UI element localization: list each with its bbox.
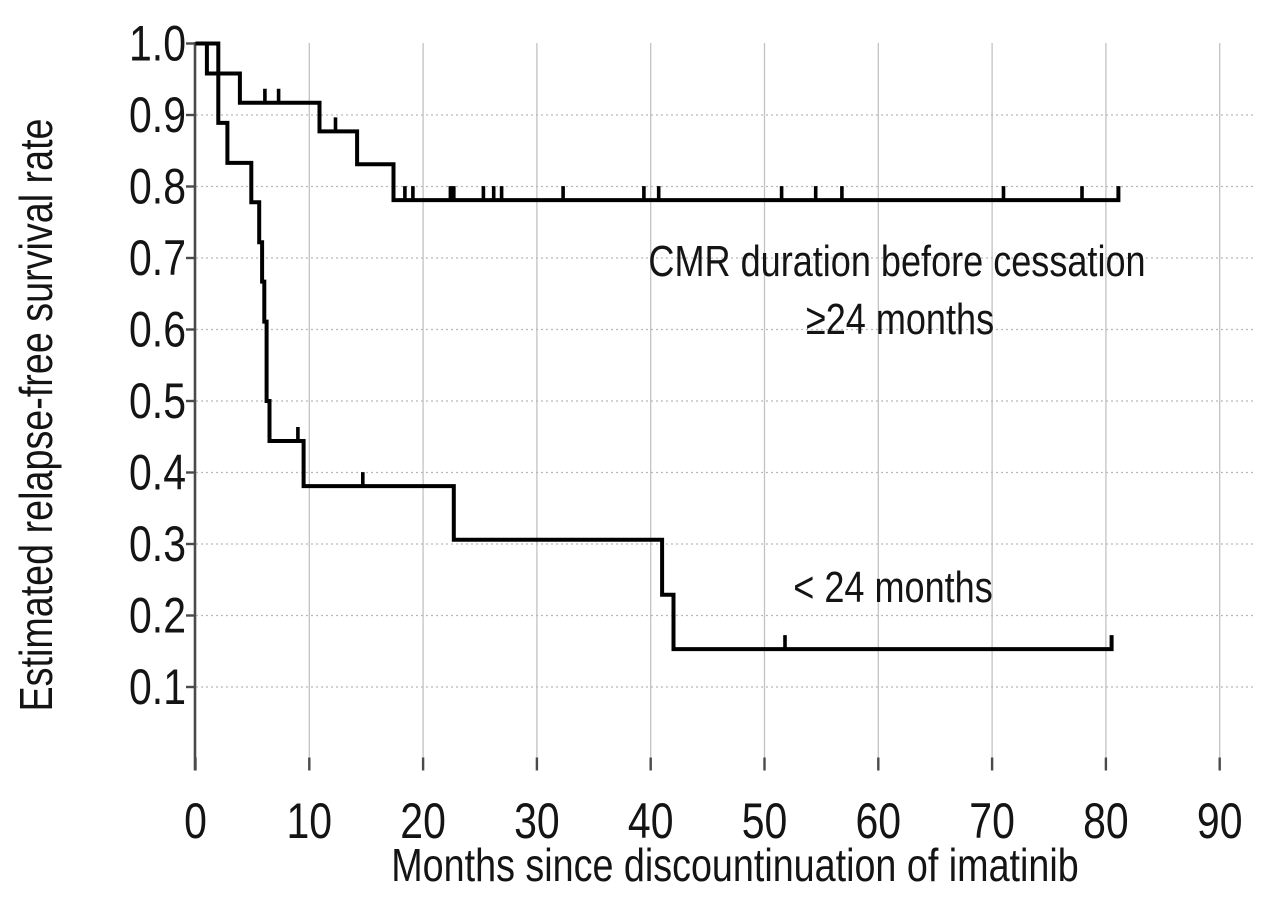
censor-ticks-ge24 xyxy=(263,88,1084,200)
km-curve-ge24 xyxy=(195,41,1121,203)
y-tick-label: 0.8 xyxy=(129,159,186,215)
km-curve-lt24 xyxy=(195,41,1114,652)
annotation-upper-line1: CMR duration before cessation xyxy=(648,237,1145,286)
y-tick-label: 0.9 xyxy=(129,87,186,143)
survival-curves xyxy=(195,41,1121,652)
x-tick-label: 40 xyxy=(628,793,674,849)
x-tick-label: 60 xyxy=(855,793,901,849)
x-tick-label: 20 xyxy=(400,793,446,849)
y-tick-label: 0.3 xyxy=(129,516,186,572)
x-tick-label: 10 xyxy=(286,793,332,849)
annotation-upper-curve: CMR duration before cessation ≥24 months xyxy=(648,237,1145,344)
x-tick-label: 50 xyxy=(742,793,788,849)
x-tick-label: 30 xyxy=(514,793,560,849)
x-tick-label: 90 xyxy=(1197,793,1243,849)
annotation-upper-line2: ≥24 months xyxy=(806,295,994,344)
y-axis-title: Estimated relapse-free survival rate xyxy=(10,118,61,711)
axes xyxy=(186,42,1221,771)
x-tick-label: 70 xyxy=(969,793,1015,849)
y-tick-label: 0.7 xyxy=(129,230,186,286)
gridlines xyxy=(196,43,1256,771)
x-axis-title: Months since discountinuation of imatini… xyxy=(391,839,1078,890)
y-tick-label: 0.2 xyxy=(129,588,186,644)
y-tick-label: 0.6 xyxy=(129,302,186,358)
x-tick-label: 80 xyxy=(1083,793,1129,849)
y-tick-label: 0.5 xyxy=(129,373,186,429)
x-tick-label: 0 xyxy=(184,793,207,849)
censor-ticks-lt24 xyxy=(296,427,787,649)
y-tick-label: 0.1 xyxy=(129,659,186,715)
tick-labels: 0 10 20 30 40 50 60 70 80 90 1.0 0.9 0.8 0.7 0.6 0.5 0.4… xyxy=(129,16,1243,849)
y-tick-label: 0.4 xyxy=(129,445,186,501)
annotation-lower-curve: < 24 months xyxy=(793,563,992,612)
y-tick-label: 1.0 xyxy=(129,16,186,72)
